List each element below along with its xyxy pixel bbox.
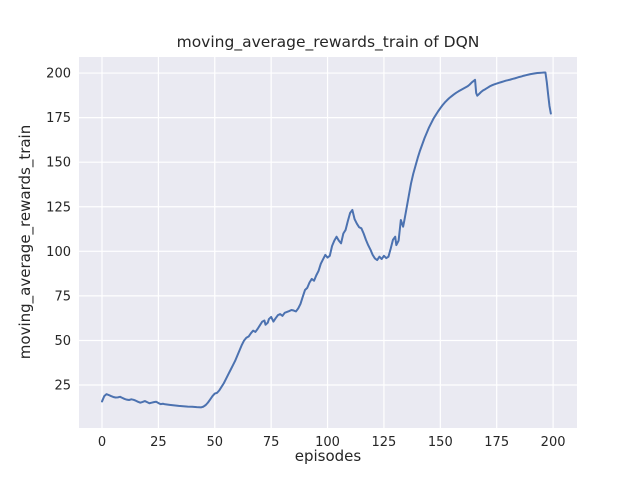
series-lines — [101, 71, 552, 409]
grid — [79, 57, 577, 428]
x-axis-label: episodes — [295, 447, 362, 465]
x-tick-label: 150 — [428, 435, 453, 450]
x-tick-label: 75 — [263, 435, 280, 450]
y-tick-label: 175 — [46, 111, 71, 126]
chart-title: moving_average_rewards_train of DQN — [177, 33, 480, 52]
y-tick-label: 200 — [46, 67, 71, 82]
y-tick-label: 150 — [46, 156, 71, 171]
y-tick-label: 75 — [54, 289, 71, 304]
y-tick-label: 100 — [46, 245, 71, 260]
y-axis-label: moving_average_rewards_train — [16, 125, 35, 359]
y-tick-label: 25 — [54, 379, 71, 394]
x-tick-label: 175 — [484, 435, 509, 450]
x-tick-label: 125 — [372, 435, 397, 450]
x-tick-label: 25 — [150, 435, 167, 450]
x-tick-label: 0 — [98, 435, 106, 450]
x-tick-label: 100 — [315, 435, 340, 450]
data-line-dqn — [101, 71, 552, 409]
y-tick-label: 50 — [54, 334, 71, 349]
y-tick-label: 125 — [46, 200, 71, 215]
y-tick-labels: 25 50 75 100 125 150 175 200 — [46, 67, 71, 394]
x-tick-label: 200 — [541, 435, 566, 450]
x-tick-labels: 0 25 50 75 100 125 150 175 200 — [98, 435, 566, 450]
x-tick-label: 50 — [207, 435, 224, 450]
